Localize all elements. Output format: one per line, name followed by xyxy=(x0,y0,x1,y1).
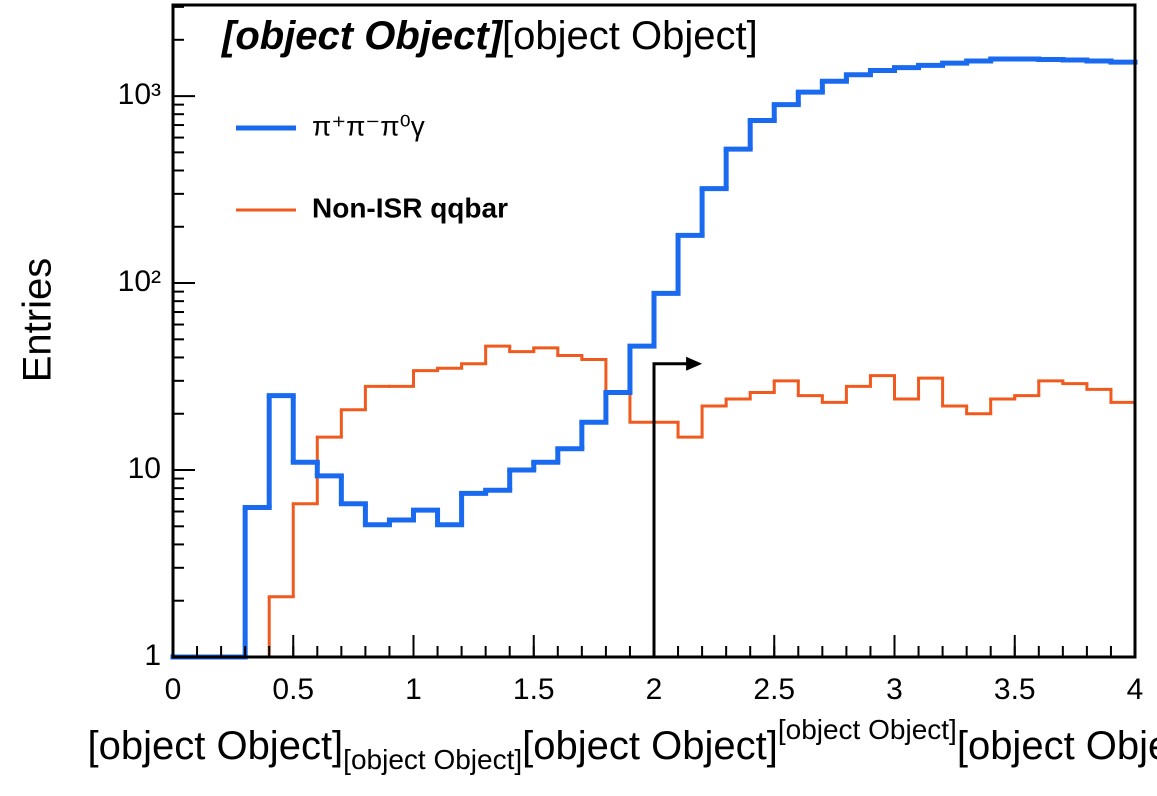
x-label-part: [object Object] xyxy=(522,724,778,768)
x-tick-label: 1 xyxy=(405,673,422,706)
x-tick-label: 3.5 xyxy=(994,673,1036,706)
y-axis-label: Entries xyxy=(16,258,60,383)
x-label-part: [object Object] xyxy=(87,724,343,768)
x-axis-label: [object Object][object Object][object Ob… xyxy=(87,714,1157,775)
x-tick-label: 0 xyxy=(165,673,182,706)
cut-arrow xyxy=(652,362,689,657)
x-tick-label: 2 xyxy=(646,673,663,706)
x-tick-label: 0.5 xyxy=(272,673,314,706)
y-tick-label: 1 xyxy=(144,639,161,672)
x-tick-label: 1.5 xyxy=(513,673,555,706)
y-tick-label: 10² xyxy=(118,265,161,298)
title-part: [object Object] xyxy=(220,14,504,58)
x-tick-label: 3 xyxy=(886,673,903,706)
title-part: [object Object] xyxy=(502,14,758,58)
x-label-part: [object Object] xyxy=(778,714,957,745)
x-tick-label: 2.5 xyxy=(753,673,795,706)
y-tick-label: 10³ xyxy=(118,78,161,111)
x-label-part: [object Object] xyxy=(957,724,1157,768)
chart-title: [object Object][object Object] xyxy=(220,14,758,58)
x-tick-label: 4 xyxy=(1127,673,1144,706)
y-tick-label: 10 xyxy=(128,452,161,485)
legend-label: Non-ISR qqbar xyxy=(312,192,508,223)
arrow-head xyxy=(686,356,703,371)
x-label-part: [object Object] xyxy=(343,744,522,775)
legend-label: π⁺π⁻π⁰γ xyxy=(312,110,425,141)
